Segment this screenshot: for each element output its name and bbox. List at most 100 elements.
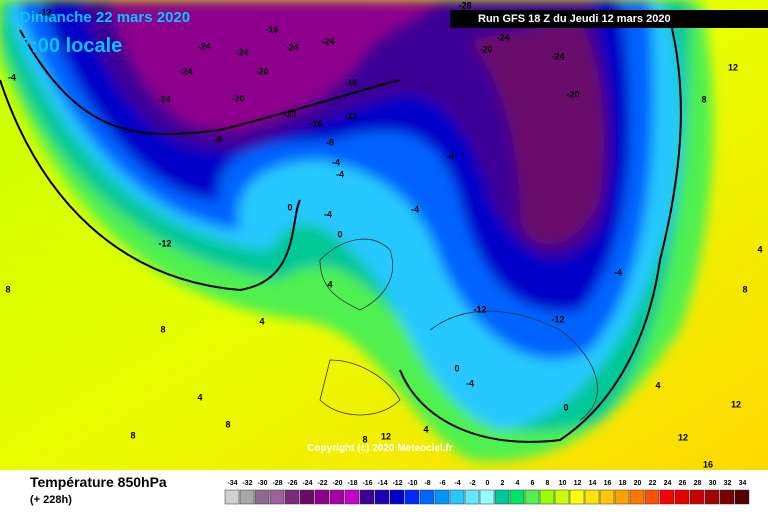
contour-label: 8 [5,284,10,294]
legend-label: 4 [516,480,520,487]
contour-label: 8 [742,284,747,294]
contour-lines [0,19,682,443]
contour-label: 4 [259,316,264,326]
legend-swatch [344,489,360,505]
legend-label: -18 [347,480,357,487]
contour-label: -20 [231,93,244,103]
legend-label: 32 [724,480,732,487]
footer-lead: (+ 228h) [30,494,72,506]
legend-label: -26 [287,480,297,487]
legend-swatch [419,489,435,505]
contour-label: -24 [157,94,170,104]
contour-label: -28 [458,0,471,10]
legend-label: 24 [664,480,672,487]
legend-label: 14 [589,480,597,487]
legend-swatch [389,489,405,505]
map: Run GFS 18 Z du Jeudi 12 mars 2020 Diman… [0,0,768,470]
legend-swatch [224,489,240,505]
contour-label: 12 [731,399,741,409]
contour-label: -16 [265,24,278,34]
contour-label: -12 [551,314,564,324]
legend-label: 20 [634,480,642,487]
legend-swatch [689,489,705,505]
contour-label: 0 [287,202,292,212]
legend-label: 12 [574,480,582,487]
legend-swatch [374,489,390,505]
legend-label: 16 [604,480,612,487]
contour-label: -12 [158,238,171,248]
legend-swatch [584,489,600,505]
legend-label: 26 [679,480,687,487]
contour-label: -16 [309,118,322,128]
contour-label: -4 [332,157,340,167]
contour-label: 0 [337,229,342,239]
legend-swatch [599,489,615,505]
legend-swatch [404,489,420,505]
forecast-time: 7:00 locale [20,35,122,57]
contour-label: 4 [327,279,332,289]
legend-label: 30 [709,480,717,487]
legend-swatch [269,489,285,505]
legend-swatch [734,489,750,505]
legend-swatch [509,489,525,505]
legend-swatch [254,489,270,505]
legend-swatch [614,489,630,505]
legend-swatch [524,489,540,505]
legend-label: -22 [317,480,327,487]
contour-label: 0 [454,363,459,373]
contour-label: -12 [344,111,357,121]
contour-label: -20 [255,66,268,76]
contour-label: 12 [381,431,391,441]
contour-label: -24 [551,51,564,61]
contour-label: 8 [160,324,165,334]
legend-label: -28 [272,480,282,487]
contour-label: -24 [496,32,509,42]
legend-swatch [299,489,315,505]
contour-label: 4 [423,424,428,434]
footer-title: Température 850hPa [30,474,167,490]
legend-label: 8 [546,480,550,487]
contour-label: 12 [678,432,688,442]
contour-label: -24 [179,66,192,76]
forecast-date: Dimanche 22 mars 2020 [20,9,190,26]
legend-swatch [674,489,690,505]
legend-swatch [569,489,585,505]
legend-label: -30 [257,480,267,487]
contour-label: 8 [701,94,706,104]
run-info: Run GFS 18 Z du Jeudi 12 mars 2020 [478,13,671,25]
legend-swatch [704,489,720,505]
contour-label: -24 [197,41,210,51]
contour-label: -4 [614,267,622,277]
legend-label: 10 [559,480,567,487]
legend-swatch [629,489,645,505]
legend-label: 2 [501,480,505,487]
contour-label: 4 [757,244,762,254]
legend-label: -20 [332,480,342,487]
contour-label: -4 [324,209,332,219]
contour-label: 12 [728,62,738,72]
contour-label: 16 [703,459,713,469]
legend-label: 6 [531,480,535,487]
legend-swatch [239,489,255,505]
legend-label: -32 [242,480,252,487]
contour-label: -24 [455,14,468,24]
contour-label: 8 [130,430,135,440]
legend-swatch [554,489,570,505]
contour-label: -20 [566,89,579,99]
legend-label: 22 [649,480,657,487]
legend-swatch [329,489,345,505]
color-legend: -34 -32 -30 -28 -26 -24 -22 -20 -18 -16 -14 -12 -10-… [224,480,750,505]
legend-label: -10 [407,480,417,487]
contour-label: -4 [336,169,344,179]
copyright: Copyright (c) 2020 Meteociel.fr [307,443,453,454]
legend-swatch [284,489,300,505]
legend-swatch [449,489,465,505]
legend-swatch [644,489,660,505]
contour-label: -16 [344,77,357,87]
contour-label: -20 [479,44,492,54]
contour-label: -4 [466,378,474,388]
legend-label: 0 [486,480,490,487]
legend-swatch [719,489,735,505]
